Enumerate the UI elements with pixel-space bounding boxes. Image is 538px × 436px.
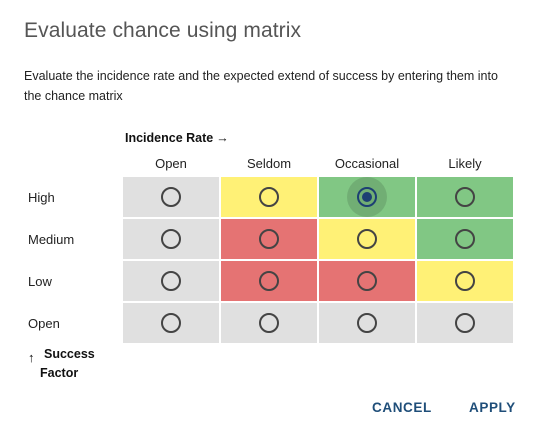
radio-button[interactable]	[259, 271, 279, 291]
radio-button[interactable]	[259, 313, 279, 333]
matrix-cell[interactable]	[123, 219, 219, 259]
success-factor-label-line2: Factor	[40, 366, 79, 380]
matrix-cell[interactable]	[417, 303, 513, 343]
matrix-cell[interactable]	[417, 261, 513, 301]
column-header: Open	[155, 156, 187, 171]
arrow-right-icon: →	[216, 131, 229, 145]
row-header: Open	[28, 316, 60, 331]
matrix-cell[interactable]	[221, 261, 317, 301]
dialog-title: Evaluate chance using matrix	[24, 19, 302, 42]
arrow-up-icon: ↑	[28, 350, 35, 365]
radio-button[interactable]	[259, 187, 279, 207]
apply-button[interactable]: APPLY	[469, 400, 516, 415]
radio-button[interactable]	[455, 229, 475, 249]
radio-button[interactable]	[455, 187, 475, 207]
radio-button[interactable]	[357, 271, 377, 291]
radio-button[interactable]	[161, 271, 181, 291]
radio-button[interactable]	[259, 229, 279, 249]
radio-button[interactable]	[455, 313, 475, 333]
dialog-description: Evaluate the incidence rate and the expe…	[24, 69, 498, 103]
matrix-cell[interactable]	[221, 177, 317, 217]
matrix-cell[interactable]	[319, 303, 415, 343]
matrix-cell[interactable]	[221, 303, 317, 343]
radio-button[interactable]	[161, 187, 181, 207]
radio-button[interactable]	[161, 229, 181, 249]
matrix-cell[interactable]	[123, 261, 219, 301]
incidence-rate-axis-label: Incidence Rate →	[125, 131, 229, 145]
radio-button[interactable]	[357, 313, 377, 333]
matrix-cell[interactable]	[319, 177, 415, 217]
matrix-cell[interactable]	[417, 219, 513, 259]
radio-button[interactable]	[357, 229, 377, 249]
radio-button[interactable]	[455, 271, 475, 291]
incidence-rate-label: Incidence Rate	[125, 131, 214, 145]
matrix-cell[interactable]	[221, 219, 317, 259]
success-factor-label-line1: Success	[44, 347, 95, 361]
matrix-cell[interactable]	[417, 177, 513, 217]
radio-button-selected[interactable]	[357, 187, 377, 207]
matrix-cell[interactable]	[319, 219, 415, 259]
column-header: Occasional	[334, 156, 400, 171]
matrix-cell[interactable]	[123, 303, 219, 343]
radio-button[interactable]	[161, 313, 181, 333]
chance-matrix	[123, 177, 513, 343]
cancel-button[interactable]: CANCEL	[372, 400, 432, 415]
row-header: Medium	[28, 232, 75, 247]
matrix-cell[interactable]	[123, 177, 219, 217]
column-header: Likely	[448, 156, 482, 171]
column-header: Seldom	[246, 156, 292, 171]
row-header: High	[28, 190, 55, 205]
row-header: Low	[28, 274, 52, 289]
matrix-cell[interactable]	[319, 261, 415, 301]
